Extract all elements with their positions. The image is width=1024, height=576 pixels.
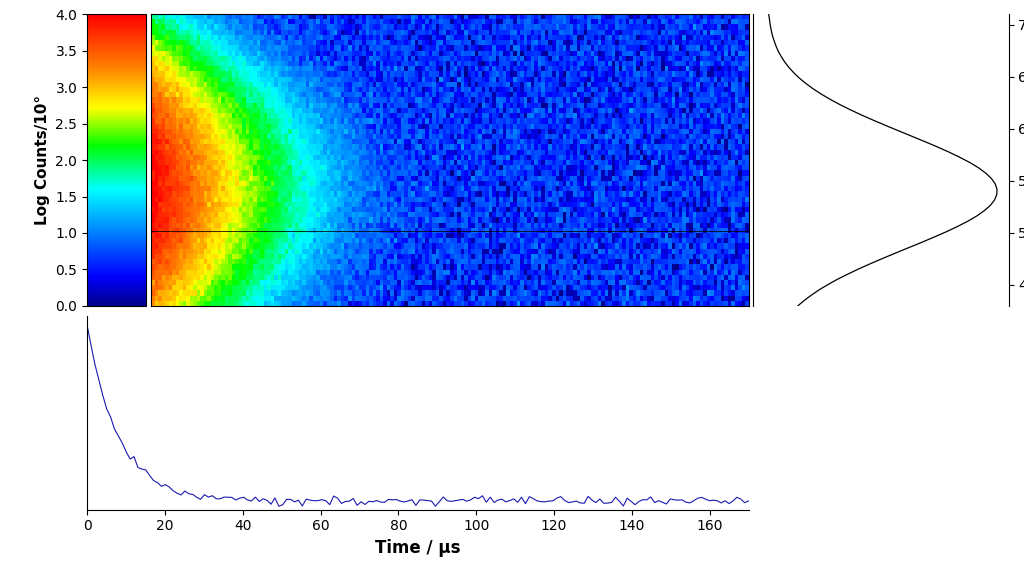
X-axis label: Time / μs: Time / μs <box>375 539 461 557</box>
Y-axis label: Log Counts/10°: Log Counts/10° <box>35 95 50 225</box>
